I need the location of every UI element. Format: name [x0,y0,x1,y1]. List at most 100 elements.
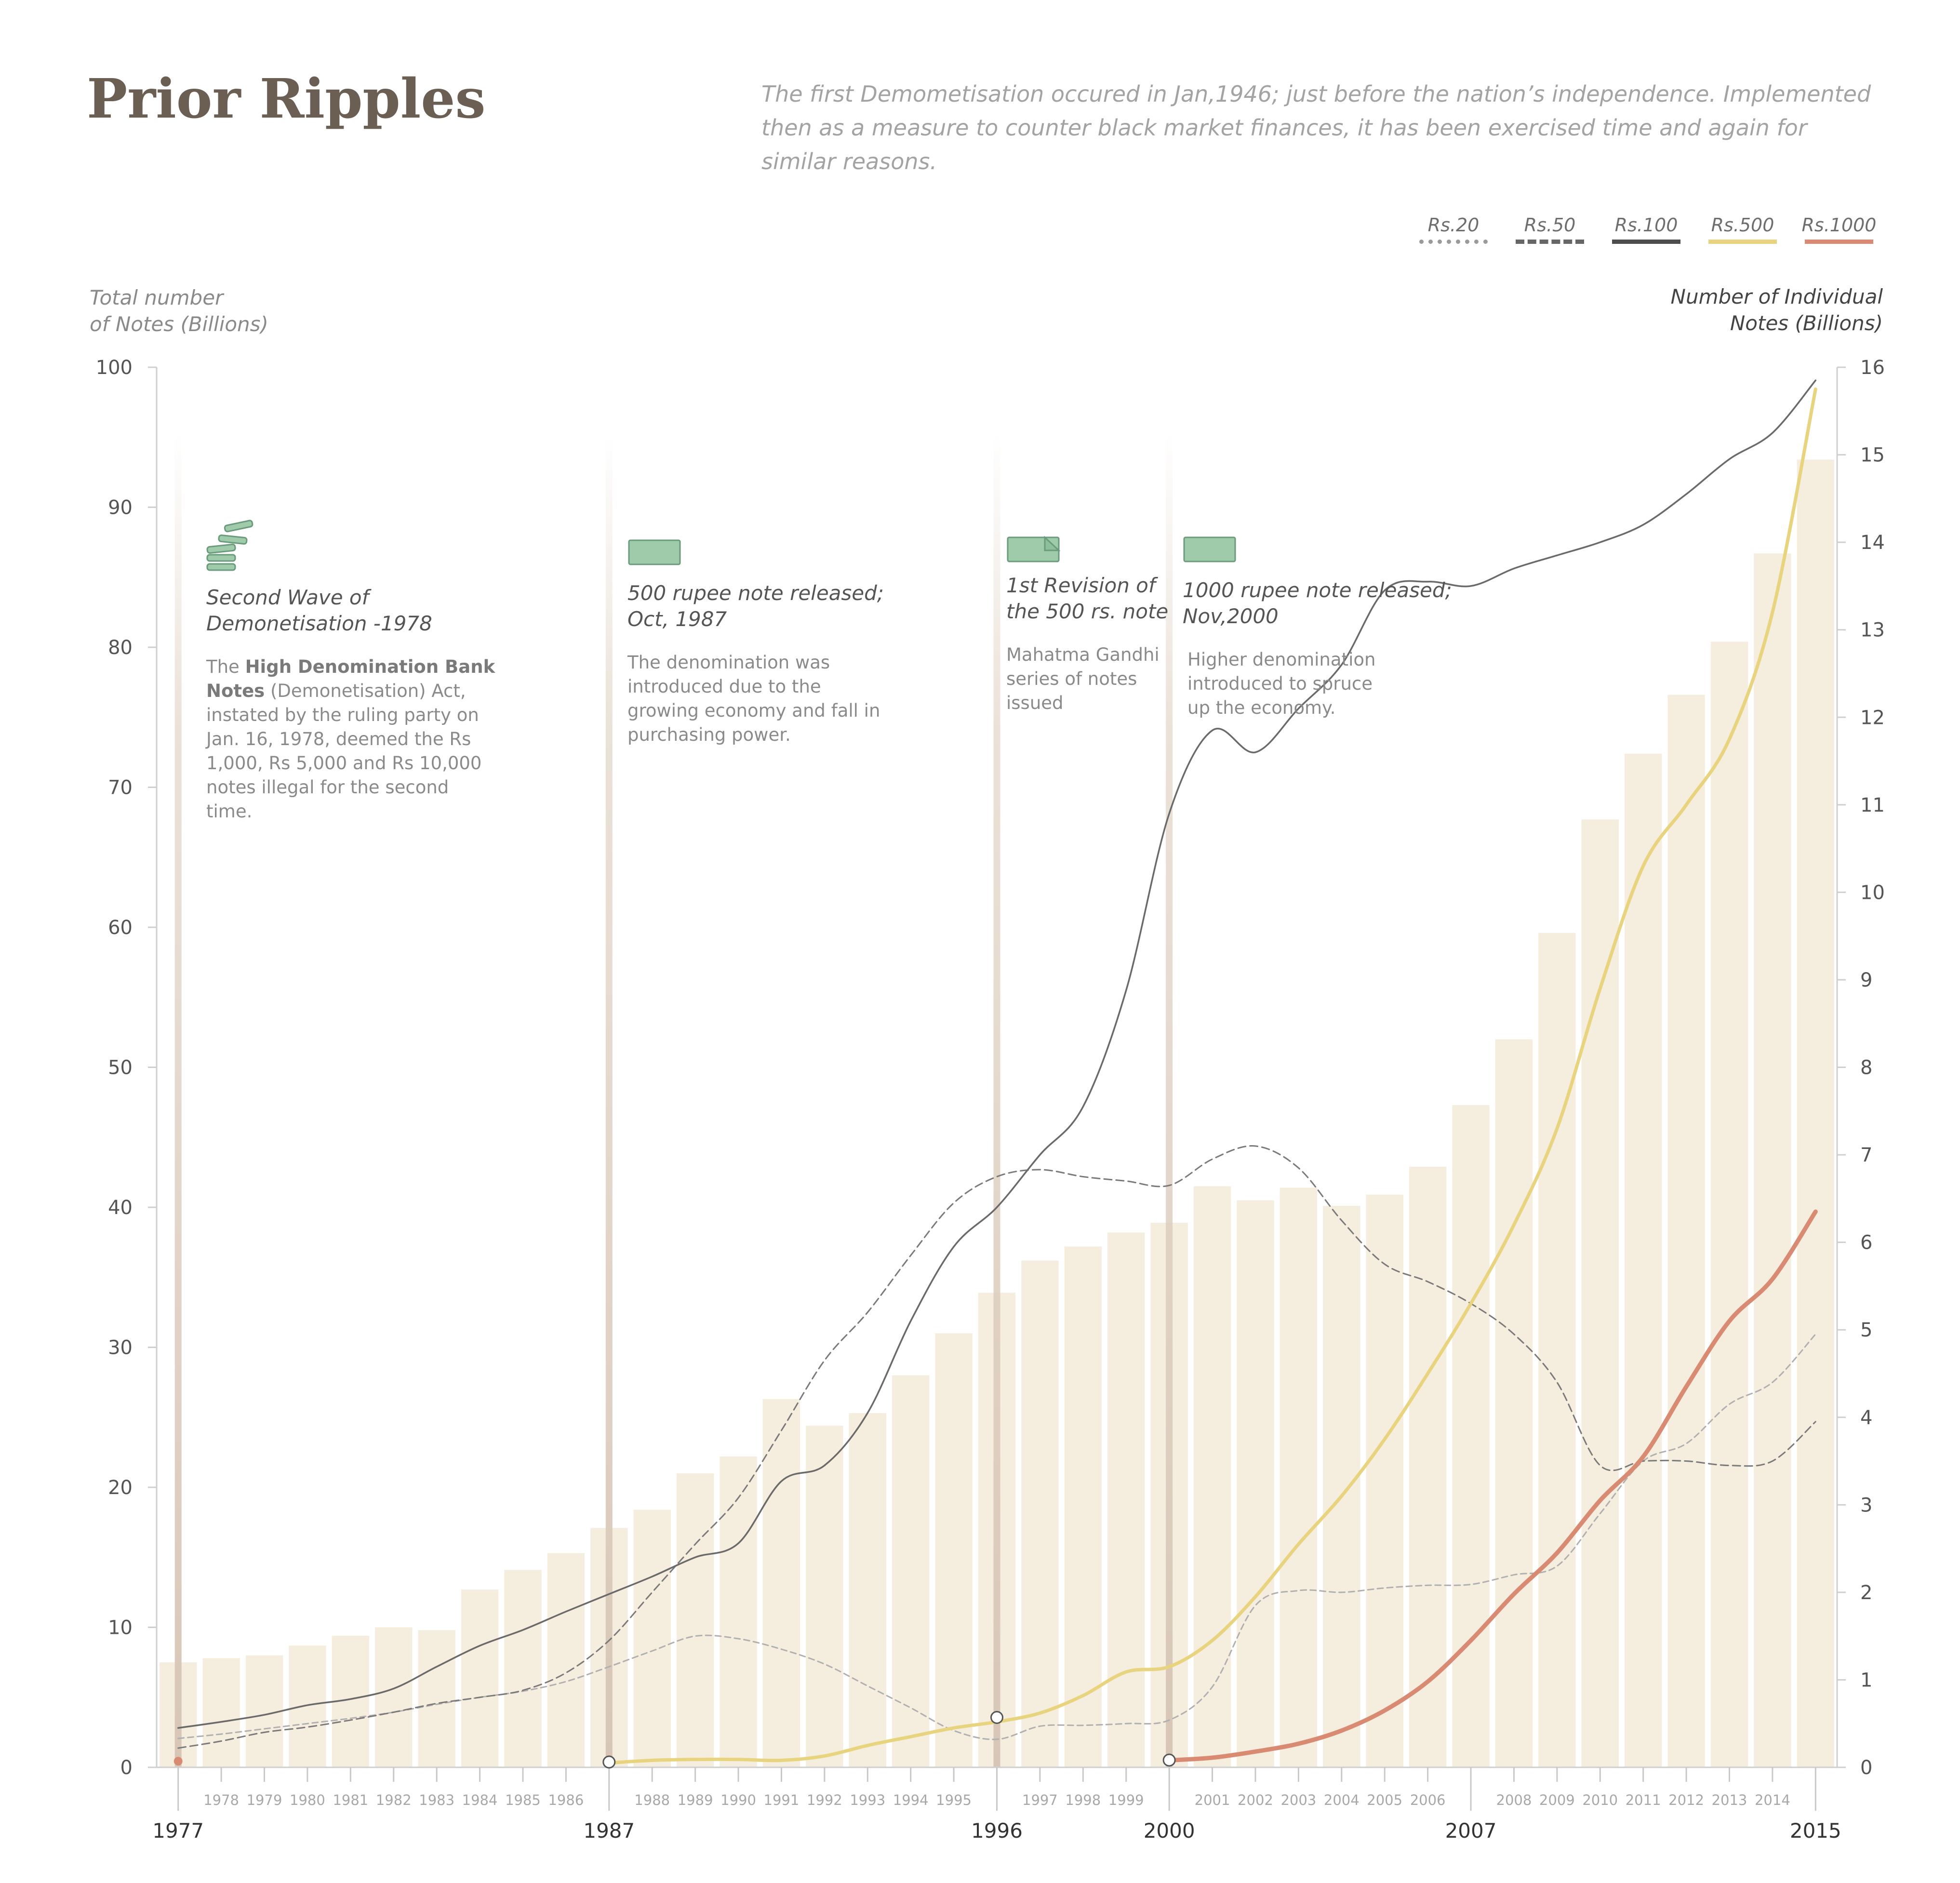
bar-2002 [1237,1200,1274,1767]
right-tick-label-3: 3 [1860,1494,1872,1516]
right-tick-label-8: 8 [1860,1057,1872,1079]
right-tick-label-1: 1 [1860,1669,1872,1691]
x-major-label-2015: 2015 [1790,1819,1841,1843]
left-axis-title-line-1: Total number [90,286,224,309]
x-minor-label-1990: 1990 [720,1792,756,1808]
right-tick-label-15: 15 [1860,444,1885,467]
bar-2015 [1797,459,1834,1767]
annotation-1978-text: The High Denomination Bank Notes (Demone… [206,655,495,824]
right-tick-label-0: 0 [1860,1757,1872,1779]
bar-1985 [504,1570,542,1767]
x-minor-label-2012: 2012 [1668,1792,1704,1808]
page-title: Prior Ripples [87,67,486,131]
legend-item-rs50: Rs.50 [1516,214,1584,244]
stacked-notes-icon [206,520,253,571]
x-minor-label-2006: 2006 [1410,1792,1446,1808]
right-tick-label-9: 9 [1860,969,1872,991]
annotation-1978-text-bold: High Denomination Bank Notes [206,656,495,701]
banknote-icon [628,539,681,565]
axes-layer: 0102030405060708090100012345678910111213… [96,357,1885,1843]
bar-1990 [720,1456,757,1767]
event-marker-1987 [602,1755,616,1769]
bar-1978 [202,1658,240,1767]
bar-1986 [547,1553,585,1767]
left-tick-label-30: 30 [108,1337,133,1359]
left-tick-label-50: 50 [108,1057,133,1079]
left-axis-title-line-2: of Notes (Billions) [90,312,268,336]
legend-swatch-rs100 [1612,240,1680,244]
x-major-label-2000: 2000 [1144,1819,1195,1843]
series-rs50-line [177,1145,1816,1749]
legend-item-rs100: Rs.100 [1612,214,1680,244]
x-minor-label-1998: 1998 [1065,1792,1101,1808]
right-tick-label-6: 6 [1860,1232,1872,1254]
annotation-1978-text-a: The [206,656,245,677]
annotation-1978-title-line-2: Demonetisation -1978 [206,612,432,635]
bar-1992 [806,1426,843,1767]
right-axis-title: Number of Individual Notes (Billions) [1671,283,1883,336]
bar-1983 [418,1630,455,1767]
bar-1997 [1021,1260,1059,1767]
right-axis-title-line-2: Notes (Billions) [1730,311,1883,335]
annotation-1996-title-line-2: the 500 rs. note [1006,600,1169,623]
right-tick-label-7: 7 [1860,1144,1872,1166]
x-minor-label-1989: 1989 [678,1792,713,1808]
annotation-1987-title-line-1: 500 rupee note released; [627,581,884,605]
legend-label-rs500: Rs.500 [1711,214,1774,236]
bar-2004 [1323,1206,1360,1767]
right-tick-label-13: 13 [1860,619,1885,641]
x-minor-label-2014: 2014 [1755,1792,1790,1808]
annotation-1987-title-line-2: Oct, 1987 [627,607,727,631]
left-tick-label-80: 80 [108,637,133,659]
series-layer [173,379,1818,1766]
bar-1995 [935,1333,973,1767]
left-tick-label-90: 90 [108,497,133,519]
x-major-label-1996: 1996 [971,1819,1023,1843]
annotation-2000: 1000 rupee note released; Nov,2000 Highe… [1183,536,1453,720]
event-marker-1996 [990,1711,1003,1724]
bar-2006 [1409,1166,1447,1767]
left-tick-label-20: 20 [108,1477,133,1499]
x-minor-label-1978: 1978 [203,1792,239,1808]
legend-label-rs1000: Rs.1000 [1801,214,1877,236]
x-minor-label-1984: 1984 [462,1792,498,1808]
legend-item-rs1000: Rs.1000 [1802,214,1877,244]
event-line-1977 [174,434,182,1767]
x-minor-label-1994: 1994 [893,1792,929,1808]
x-minor-label-2013: 2013 [1712,1792,1747,1808]
legend-swatch-rs500 [1708,240,1777,244]
markers-layer [602,1711,1176,1769]
right-tick-label-4: 4 [1860,1407,1872,1429]
event-marker-2000 [1162,1753,1176,1767]
annotation-1996-title-line-1: 1st Revision of [1006,574,1156,597]
annotation-2000-title-line-1: 1000 rupee note released; [1183,578,1452,602]
bar-1984 [461,1589,499,1767]
x-minor-label-2003: 2003 [1280,1792,1316,1808]
legend-swatch-rs1000 [1805,240,1873,244]
legend-swatch-rs20 [1419,240,1488,244]
event-line-1987 [605,434,613,1767]
legend-label-rs100: Rs.100 [1614,214,1678,236]
event-line-2000 [1166,434,1173,1767]
x-minor-label-2004: 2004 [1324,1792,1360,1808]
bar-1989 [676,1473,714,1767]
series-rs20-line [177,1333,1816,1740]
bar-2003 [1280,1188,1318,1767]
bars-layer [160,459,1834,1768]
left-tick-label-40: 40 [108,1197,133,1219]
bar-2007 [1452,1105,1490,1767]
x-minor-label-1992: 1992 [807,1792,842,1808]
x-minor-label-1986: 1986 [548,1792,584,1808]
series-rs1000-line-1 [1167,1209,1818,1763]
x-major-label-2007: 2007 [1445,1819,1497,1843]
bar-2012 [1667,694,1705,1767]
right-tick-label-14: 14 [1860,532,1885,554]
right-tick-label-2: 2 [1860,1582,1872,1604]
legend-item-rs20: Rs.20 [1419,214,1488,244]
x-minor-label-1988: 1988 [634,1792,670,1808]
bar-2008 [1495,1039,1533,1767]
bar-1994 [892,1375,930,1767]
bar-1993 [849,1413,886,1767]
x-major-label-1987: 1987 [583,1819,635,1843]
